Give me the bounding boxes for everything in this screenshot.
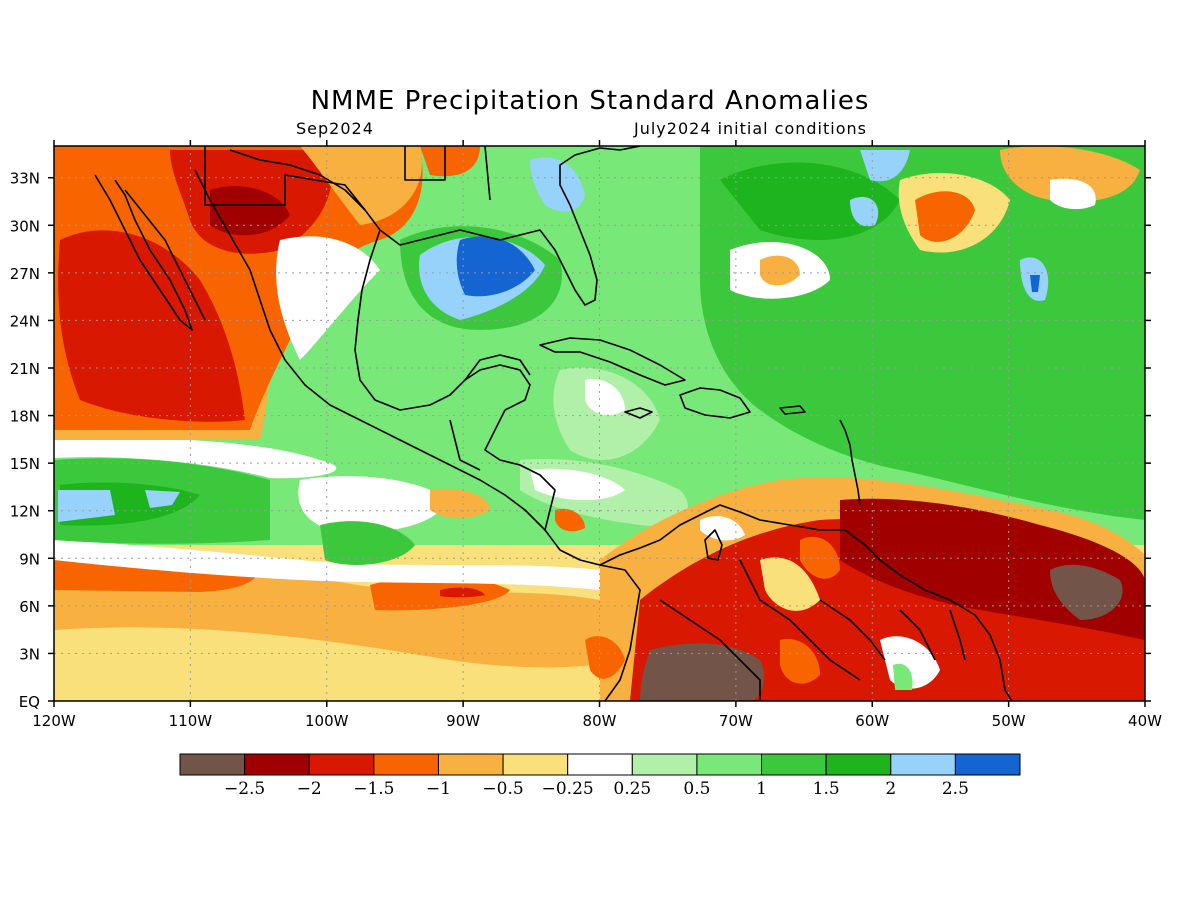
lat-tick-label: 3N xyxy=(19,645,40,663)
lat-tick-label: 21N xyxy=(10,360,40,378)
legend-swatch xyxy=(373,753,439,776)
legend-label: 0.25 xyxy=(613,779,651,799)
coastlines xyxy=(94,146,1013,701)
legend-label: −0.25 xyxy=(542,779,594,799)
lat-tick-label: EQ xyxy=(19,693,40,711)
legend-label: −2.5 xyxy=(224,779,265,799)
legend-label: 2.5 xyxy=(942,779,969,799)
initial-conditions-label: July2024 initial conditions xyxy=(634,119,867,138)
lon-tick-label: 100W xyxy=(305,712,349,730)
lat-tick-label: 9N xyxy=(19,550,40,568)
legend-swatch xyxy=(825,753,892,776)
legend-swatch xyxy=(696,753,763,776)
lon-tick-label: 60W xyxy=(855,712,889,730)
color-legend: −2.5 −2 −1.5 −1 −0.5 −0.25 0.25 0.5 1 1.5 2 2.5 xyxy=(179,753,1021,799)
lon-tick-label: 110W xyxy=(169,712,213,730)
lon-tick-label: 50W xyxy=(992,712,1026,730)
legend-label: 1.5 xyxy=(813,779,840,799)
lat-tick-label: 33N xyxy=(10,170,40,188)
legend-swatch xyxy=(890,753,956,776)
lat-tick-label: 12N xyxy=(10,503,40,521)
lat-tick-label: 15N xyxy=(10,455,40,473)
legend-swatch xyxy=(502,753,569,776)
legend-label: −0.5 xyxy=(482,779,523,799)
lat-tick-label: 18N xyxy=(10,408,40,426)
lon-tick-label: 80W xyxy=(583,712,617,730)
lat-tick-label: 30N xyxy=(10,217,40,235)
graticule xyxy=(54,146,1145,701)
legend-label: 1 xyxy=(756,779,767,799)
lon-tick-label: 120W xyxy=(32,712,76,730)
legend-label: 2 xyxy=(885,779,896,799)
valid-month-label: Sep2024 xyxy=(296,119,374,138)
legend-swatch xyxy=(567,753,633,776)
legend-swatch xyxy=(437,753,504,776)
lon-tick-label: 70W xyxy=(719,712,753,730)
legend-swatch xyxy=(631,753,698,776)
legend-label: −1 xyxy=(426,779,451,799)
lon-tick-label: 40W xyxy=(1128,712,1162,730)
legend-swatch xyxy=(761,753,827,776)
legend-swatch xyxy=(179,753,246,776)
lon-tick-label: 90W xyxy=(446,712,480,730)
legend-swatch xyxy=(244,753,310,776)
lat-tick-label: 6N xyxy=(19,598,40,616)
legend-swatch xyxy=(308,753,375,776)
lat-tick-label: 24N xyxy=(10,312,40,330)
legend-label: 0.5 xyxy=(683,779,710,799)
chart-title: NMME Precipitation Standard Anomalies xyxy=(310,86,870,116)
legend-label: −1.5 xyxy=(353,779,394,799)
legend-label: −2 xyxy=(297,779,322,799)
legend-swatch xyxy=(954,753,1021,776)
anomaly-field xyxy=(54,146,1145,701)
lat-tick-label: 27N xyxy=(10,265,40,283)
